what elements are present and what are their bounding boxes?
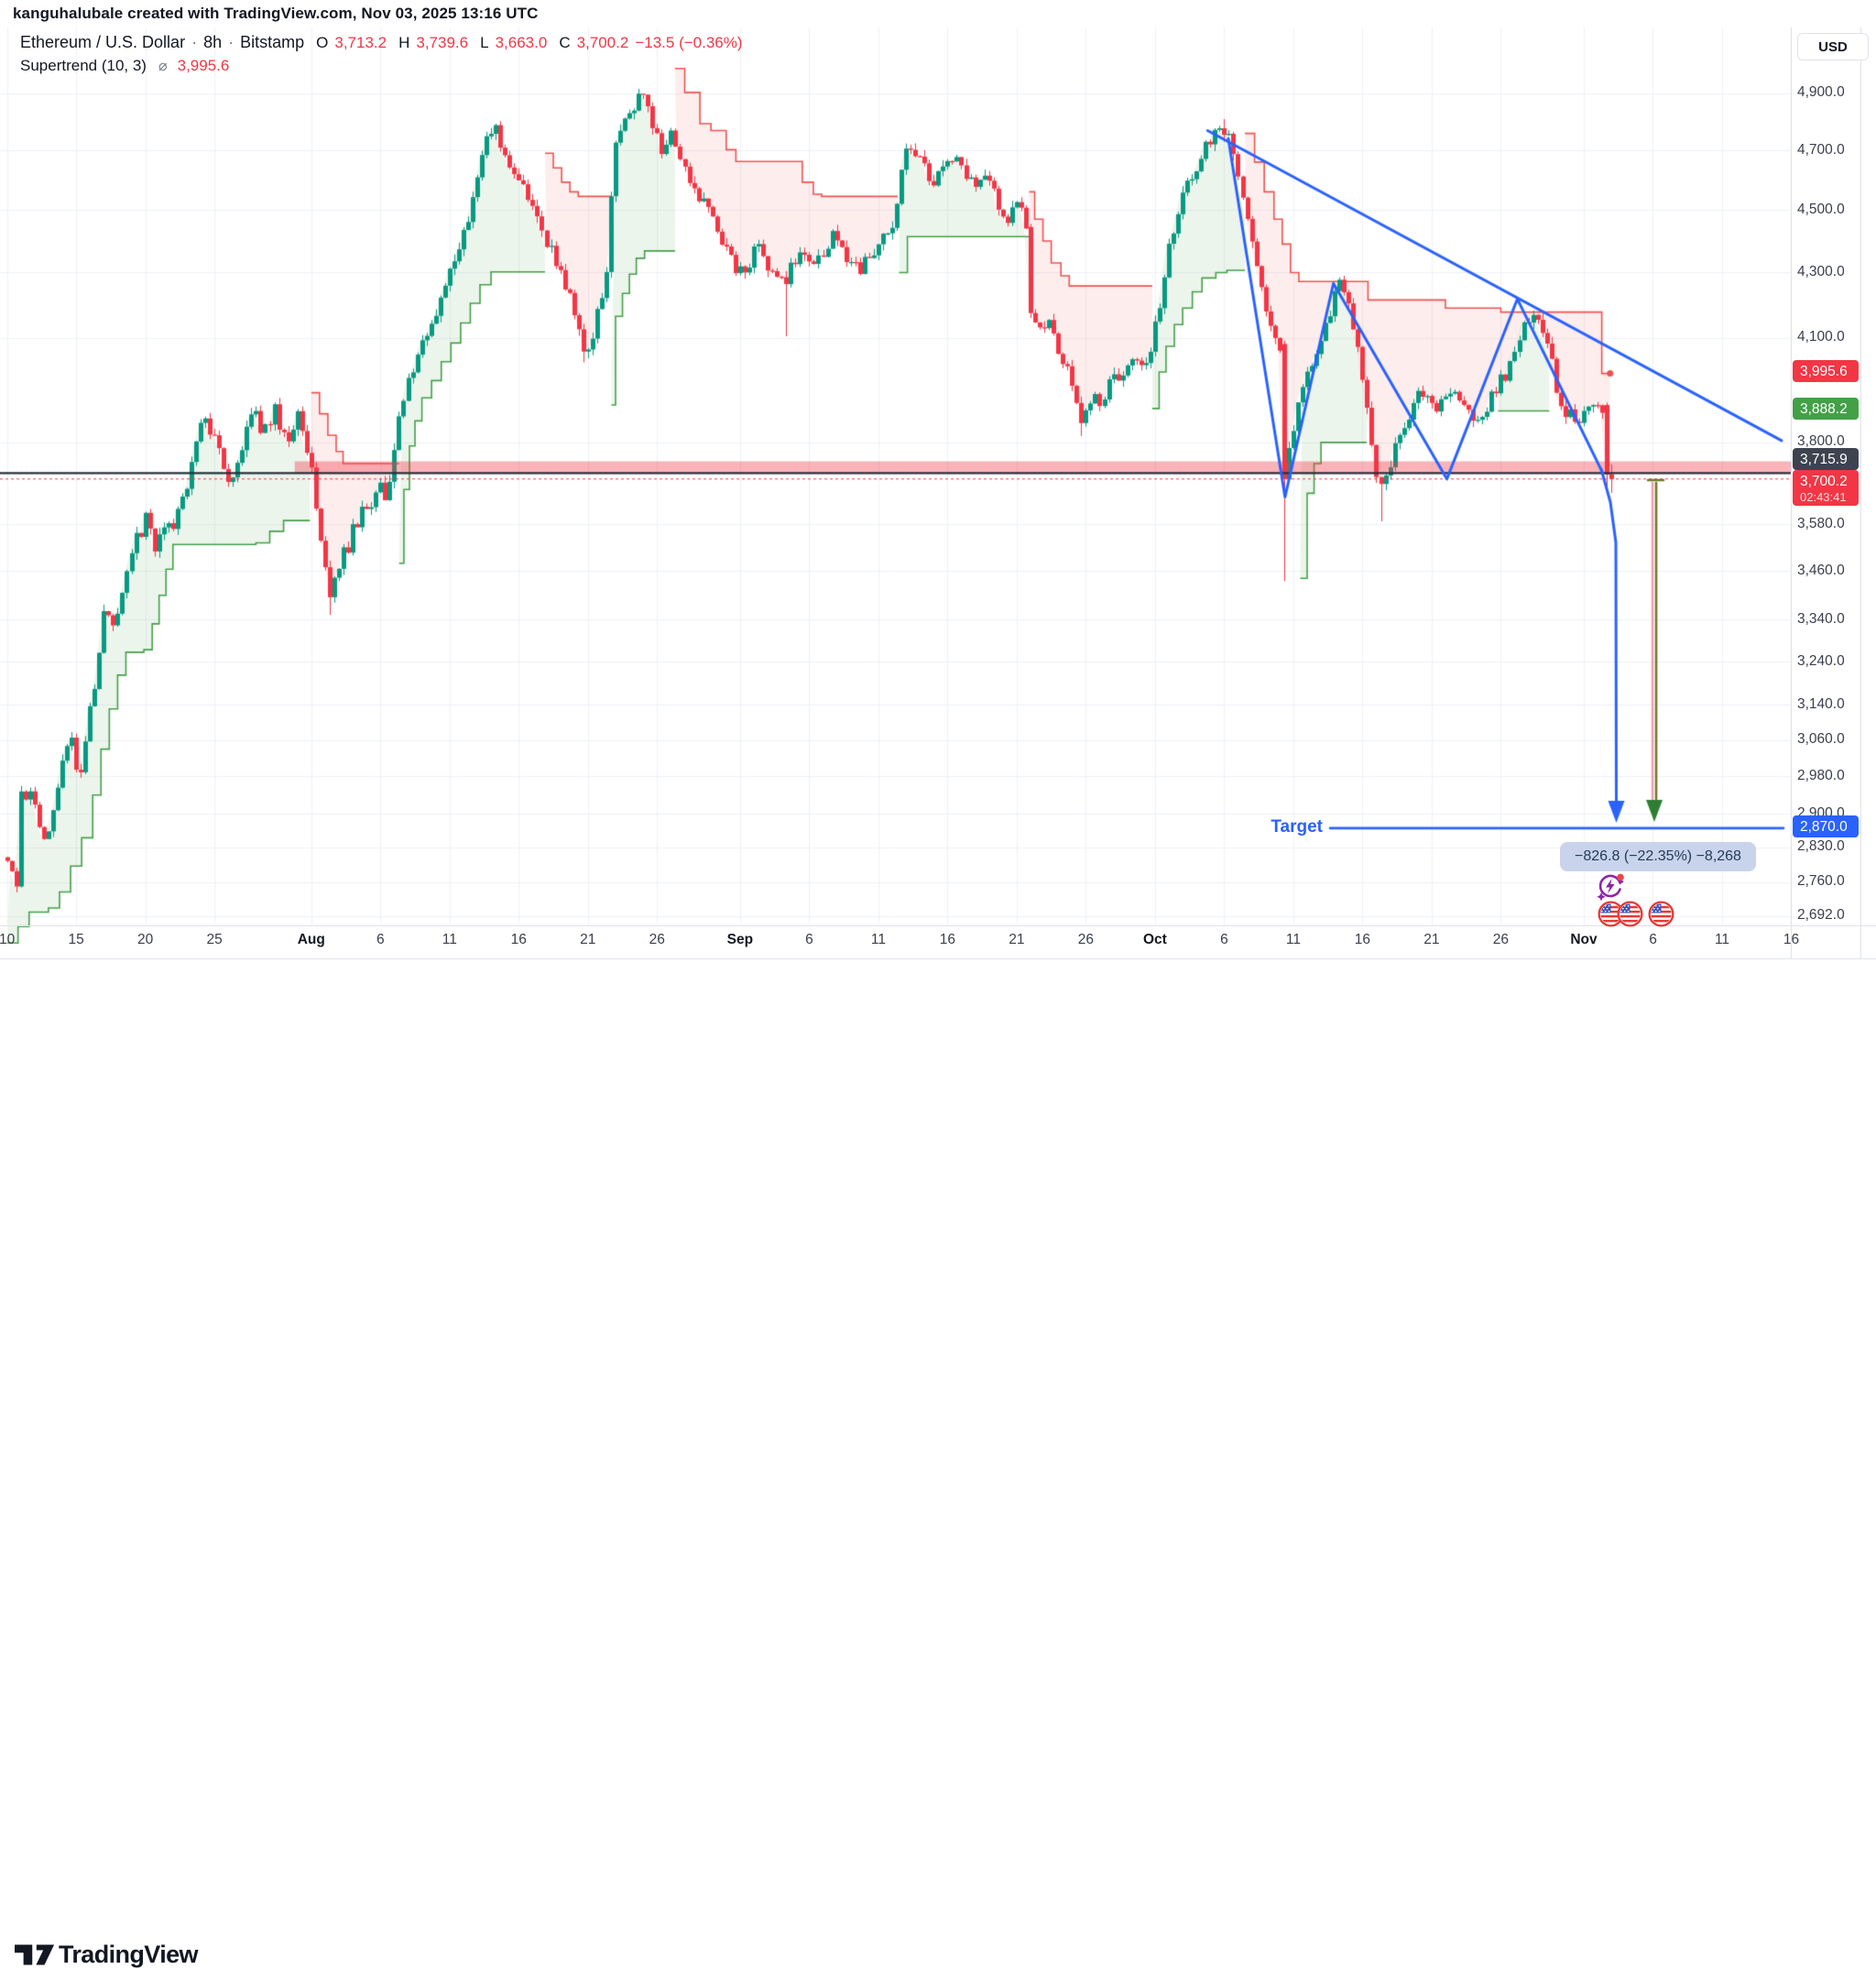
time-axis-label: 16: [1783, 932, 1800, 947]
price-axis-label: 2,760.0: [1797, 873, 1845, 890]
time-axis-label: 25: [206, 932, 223, 947]
time-axis-label: Aug: [297, 932, 325, 947]
attribution-bar: kanguhalubale created with TradingView.c…: [13, 5, 538, 23]
price-badge: 3,700.2 02:43:41: [1793, 470, 1859, 506]
price-axis-label: 4,700.0: [1797, 141, 1845, 158]
time-axis-label: 16: [939, 932, 956, 947]
ai-refresh-bolt-icon: [1597, 873, 1624, 902]
footer: TradingView: [0, 959, 1876, 1968]
time-axis-label: Nov: [1570, 932, 1598, 947]
us-flag-icon: [1598, 901, 1624, 927]
target-label: Target: [1271, 817, 1323, 837]
time-axis-label: 11: [870, 932, 886, 947]
attribution-text: kanguhalubale created with TradingView.c…: [13, 5, 539, 22]
time-axis-label: 21: [1009, 932, 1025, 947]
time-axis-label: 6: [1649, 932, 1657, 947]
high-label: H: [398, 34, 410, 51]
price-axis-outer-border: [1860, 27, 1861, 958]
exchange-label: Bitstamp: [240, 33, 305, 51]
price-axis-label: 3,460.0: [1797, 562, 1845, 578]
price-badge: 3,995.6: [1793, 360, 1859, 382]
time-axis-label: 15: [68, 932, 84, 947]
time-axis-border: [0, 925, 1876, 926]
us-flag-icon: [1617, 901, 1643, 927]
time-axis-label: 16: [1354, 932, 1371, 947]
footer-border: [0, 958, 1876, 959]
price-badge: 2,870.0: [1793, 815, 1859, 837]
tradingview-logo-text[interactable]: TradingView: [59, 1941, 199, 1968]
legend-separator: ·: [228, 33, 234, 51]
time-axis-label: 20: [136, 932, 154, 947]
time-axis-label: 6: [376, 932, 385, 947]
interval-label[interactable]: 8h: [203, 33, 223, 51]
tradingview-logo-icon[interactable]: [15, 1942, 55, 1967]
indicator-name: Supertrend (10, 3): [20, 57, 147, 74]
time-axis-label: 6: [805, 932, 813, 947]
open-value: 3,713.2: [334, 34, 387, 51]
measure-tooltip: −826.8 (−22.35%) −8,268: [1560, 842, 1756, 871]
time-axis-label: Oct: [1142, 932, 1167, 947]
time-axis-label: 11: [1714, 932, 1730, 947]
price-axis-label: 3,140.0: [1797, 695, 1845, 712]
low-value: 3,663.0: [495, 34, 548, 51]
price-badge: 3,888.2: [1793, 398, 1859, 420]
price-axis-border: [1791, 27, 1792, 958]
indicator-row[interactable]: Supertrend (10, 3) ⌀ 3,995.6: [20, 57, 743, 81]
time-axis-label: 11: [1285, 932, 1301, 947]
time-axis-label: 10: [0, 932, 16, 947]
symbol-row[interactable]: Ethereum / U.S. Dollar · 8h · Bitstamp O…: [20, 33, 743, 57]
change-value: −13.5 (−0.36%): [635, 34, 743, 51]
time-axis-label: 26: [1492, 932, 1510, 947]
indicator-avg-symbol: ⌀: [158, 59, 168, 74]
us-flag-icon: [1648, 901, 1674, 927]
price-axis-label: 4,100.0: [1797, 329, 1845, 345]
price-axis-label: 2,692.0: [1797, 907, 1845, 924]
open-label: O: [316, 34, 329, 51]
symbol-legend: Ethereum / U.S. Dollar · 8h · Bitstamp O…: [20, 33, 743, 81]
high-value: 3,739.6: [416, 34, 469, 51]
time-axis-label: 6: [1220, 932, 1228, 947]
legend-separator: ·: [191, 33, 198, 51]
time-axis-label: Sep: [726, 932, 754, 947]
time-axis-label: 26: [1077, 932, 1095, 947]
low-label: L: [480, 34, 489, 51]
price-axis-label: 3,060.0: [1797, 731, 1845, 748]
time-axis-label: 26: [649, 932, 665, 947]
time-axis-label: 21: [1423, 932, 1440, 947]
symbol-name: Ethereum / U.S. Dollar: [20, 33, 186, 51]
close-value: 3,700.2: [576, 34, 629, 51]
price-axis-label: 2,980.0: [1797, 767, 1845, 783]
price-axis-label: 3,340.0: [1797, 610, 1845, 627]
price-axis-label: 3,240.0: [1797, 652, 1845, 669]
price-axis-label: 4,300.0: [1797, 263, 1845, 279]
price-badge: 3,715.9: [1793, 448, 1859, 470]
time-axis-label: 16: [510, 932, 527, 947]
close-label: C: [559, 34, 571, 51]
time-axis-label: 11: [442, 932, 457, 947]
time-axis-label: 21: [580, 932, 596, 947]
price-axis-label: 3,580.0: [1797, 515, 1845, 531]
price-axis-label: 4,500.0: [1797, 201, 1845, 217]
price-axis-label: 3,800.0: [1797, 433, 1845, 450]
price-axis-label: 2,830.0: [1797, 838, 1845, 855]
currency-button[interactable]: USD: [1797, 33, 1869, 60]
price-axis-label: 4,900.0: [1797, 84, 1845, 100]
indicator-value: 3,995.6: [177, 57, 230, 74]
